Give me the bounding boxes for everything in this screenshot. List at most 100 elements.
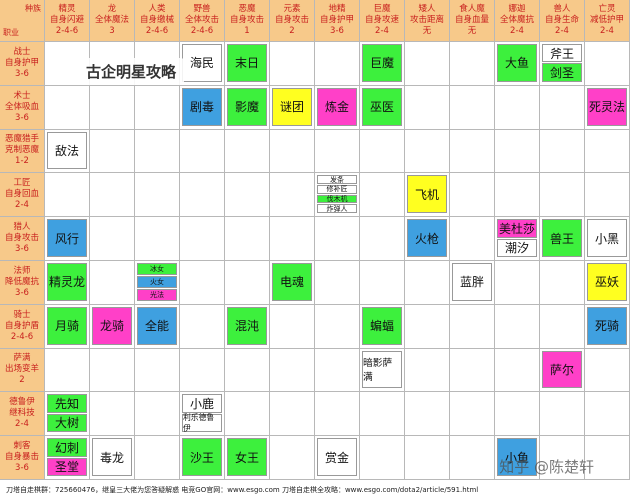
table-cell: 敌法 — [45, 129, 90, 174]
table-cell — [495, 392, 540, 437]
table-cell: 小鹿 利乐德鲁伊 — [180, 392, 225, 437]
table-cell — [405, 85, 450, 130]
table-cell — [585, 348, 630, 393]
row-count: 3-6 — [15, 68, 29, 79]
row-name: 工匠 — [13, 178, 31, 189]
header-effect: 自身攻击 — [274, 15, 309, 25]
header-count: 2-4 — [555, 26, 569, 36]
row-header: 恶魔猎手 克制恶魔 1-2 — [0, 129, 45, 174]
footer: 刀塔自走棋群：725660476，继皇三大佬为您答疑解惑 电竞GO官网：www.… — [0, 480, 630, 500]
header-effect: 自身缴械 — [139, 15, 174, 25]
table-cell — [315, 129, 360, 174]
table-cell — [495, 85, 540, 130]
table-cell — [45, 348, 90, 393]
hero-tag: 冰女 — [137, 263, 177, 275]
header-name: 精灵 — [58, 4, 76, 14]
hero-tag: 萨尔 — [542, 350, 582, 389]
table-cell — [450, 129, 495, 174]
hero-tag: 修补匠 — [317, 185, 357, 194]
table-cell — [360, 261, 405, 305]
header-name: 龙 — [107, 4, 117, 14]
row-effect: 继科技 — [9, 408, 35, 419]
table-cell — [405, 436, 450, 480]
table-cell — [450, 348, 495, 393]
hero-tag: 巨魔 — [362, 44, 402, 82]
header-count: 2-4 — [375, 26, 389, 36]
hero-tag: 圣堂 — [47, 457, 87, 476]
header-name: 矮人 — [418, 4, 436, 14]
hero-tag: 电魂 — [272, 263, 312, 301]
table-cell — [90, 348, 135, 393]
row-effect: 自身护盾 — [4, 320, 39, 331]
row-name: 法师 — [13, 265, 31, 276]
table-cell: 末日 — [225, 42, 270, 86]
table-cell — [540, 85, 585, 130]
row-name: 萨满 — [13, 353, 31, 364]
header-count: 无 — [467, 26, 477, 36]
table-cell: 发条 修补匠 伐木机 炸弹人 — [315, 173, 360, 218]
table-cell — [90, 392, 135, 437]
column-header: 巨魔 自身攻速 2-4 — [360, 0, 405, 42]
table-cell — [405, 304, 450, 349]
table-cell: 月骑 — [45, 304, 90, 349]
table-cell — [270, 129, 315, 174]
table-cell — [450, 173, 495, 218]
table-cell: 死骑 — [585, 304, 630, 349]
header-count: 3 — [109, 26, 115, 36]
table-cell — [225, 217, 270, 261]
table-cell — [135, 436, 180, 480]
hero-tag: 谜团 — [272, 87, 312, 126]
table-cell: 海民 — [180, 42, 225, 86]
hero-tag: 利乐德鲁伊 — [182, 413, 222, 433]
table-cell — [315, 392, 360, 437]
row-effect: 出场变羊 — [4, 364, 39, 375]
row-effect: 克制恶魔 — [4, 145, 39, 156]
table-cell — [450, 436, 495, 480]
header-effect: 全体攻击 — [184, 15, 219, 25]
table-cell — [405, 42, 450, 86]
table-cell — [495, 129, 540, 174]
table-cell — [225, 173, 270, 218]
table-cell — [315, 217, 360, 261]
hero-tag: 蓝胖 — [452, 263, 492, 301]
row-count: 3-6 — [15, 112, 29, 123]
credit: 知乎 @陈楚轩 — [499, 458, 594, 476]
table-cell: 大鱼 — [495, 42, 540, 86]
table-cell — [495, 348, 540, 393]
column-header: 精灵 自身闪避 2-4-6 — [45, 0, 90, 42]
table-cell: 赏金 — [315, 436, 360, 480]
table-cell — [90, 129, 135, 174]
table-cell — [135, 217, 180, 261]
header-count: 2-4 — [510, 26, 524, 36]
hero-tag: 敌法 — [47, 131, 87, 170]
header-count: 2-4-6 — [190, 26, 214, 36]
hero-tag: 兽王 — [542, 219, 582, 257]
header-effect: 自身攻速 — [364, 15, 399, 25]
table-cell — [540, 129, 585, 174]
table-cell — [90, 85, 135, 130]
hero-tag: 斧王 — [542, 44, 582, 63]
table-cell — [180, 173, 225, 218]
table-cell — [360, 217, 405, 261]
table-cell — [450, 392, 495, 437]
hero-tag: 巫医 — [362, 87, 402, 126]
row-count: 3-6 — [15, 287, 29, 298]
header-effect: 自身血量 — [454, 15, 489, 25]
hero-tag: 光法 — [137, 288, 177, 301]
header-name: 地精 — [328, 4, 346, 14]
hero-tag: 蝙蝠 — [362, 306, 402, 345]
table-cell: 混沌 — [225, 304, 270, 349]
table-cell: 死灵法 — [585, 85, 630, 130]
row-name: 骑士 — [13, 309, 31, 320]
row-header: 萨满 出场变羊 2 — [0, 348, 45, 393]
table-cell — [315, 348, 360, 393]
table-cell — [540, 304, 585, 349]
table-cell: 沙王 — [180, 436, 225, 480]
table-cell — [135, 129, 180, 174]
header-effect: 自身生命 — [544, 15, 579, 25]
header-effect: 自身护甲 — [319, 15, 354, 25]
table-cell: 兽王 — [540, 217, 585, 261]
column-header: 娜迦 全体魔抗 2-4 — [495, 0, 540, 42]
row-name: 德鲁伊 — [9, 397, 35, 408]
